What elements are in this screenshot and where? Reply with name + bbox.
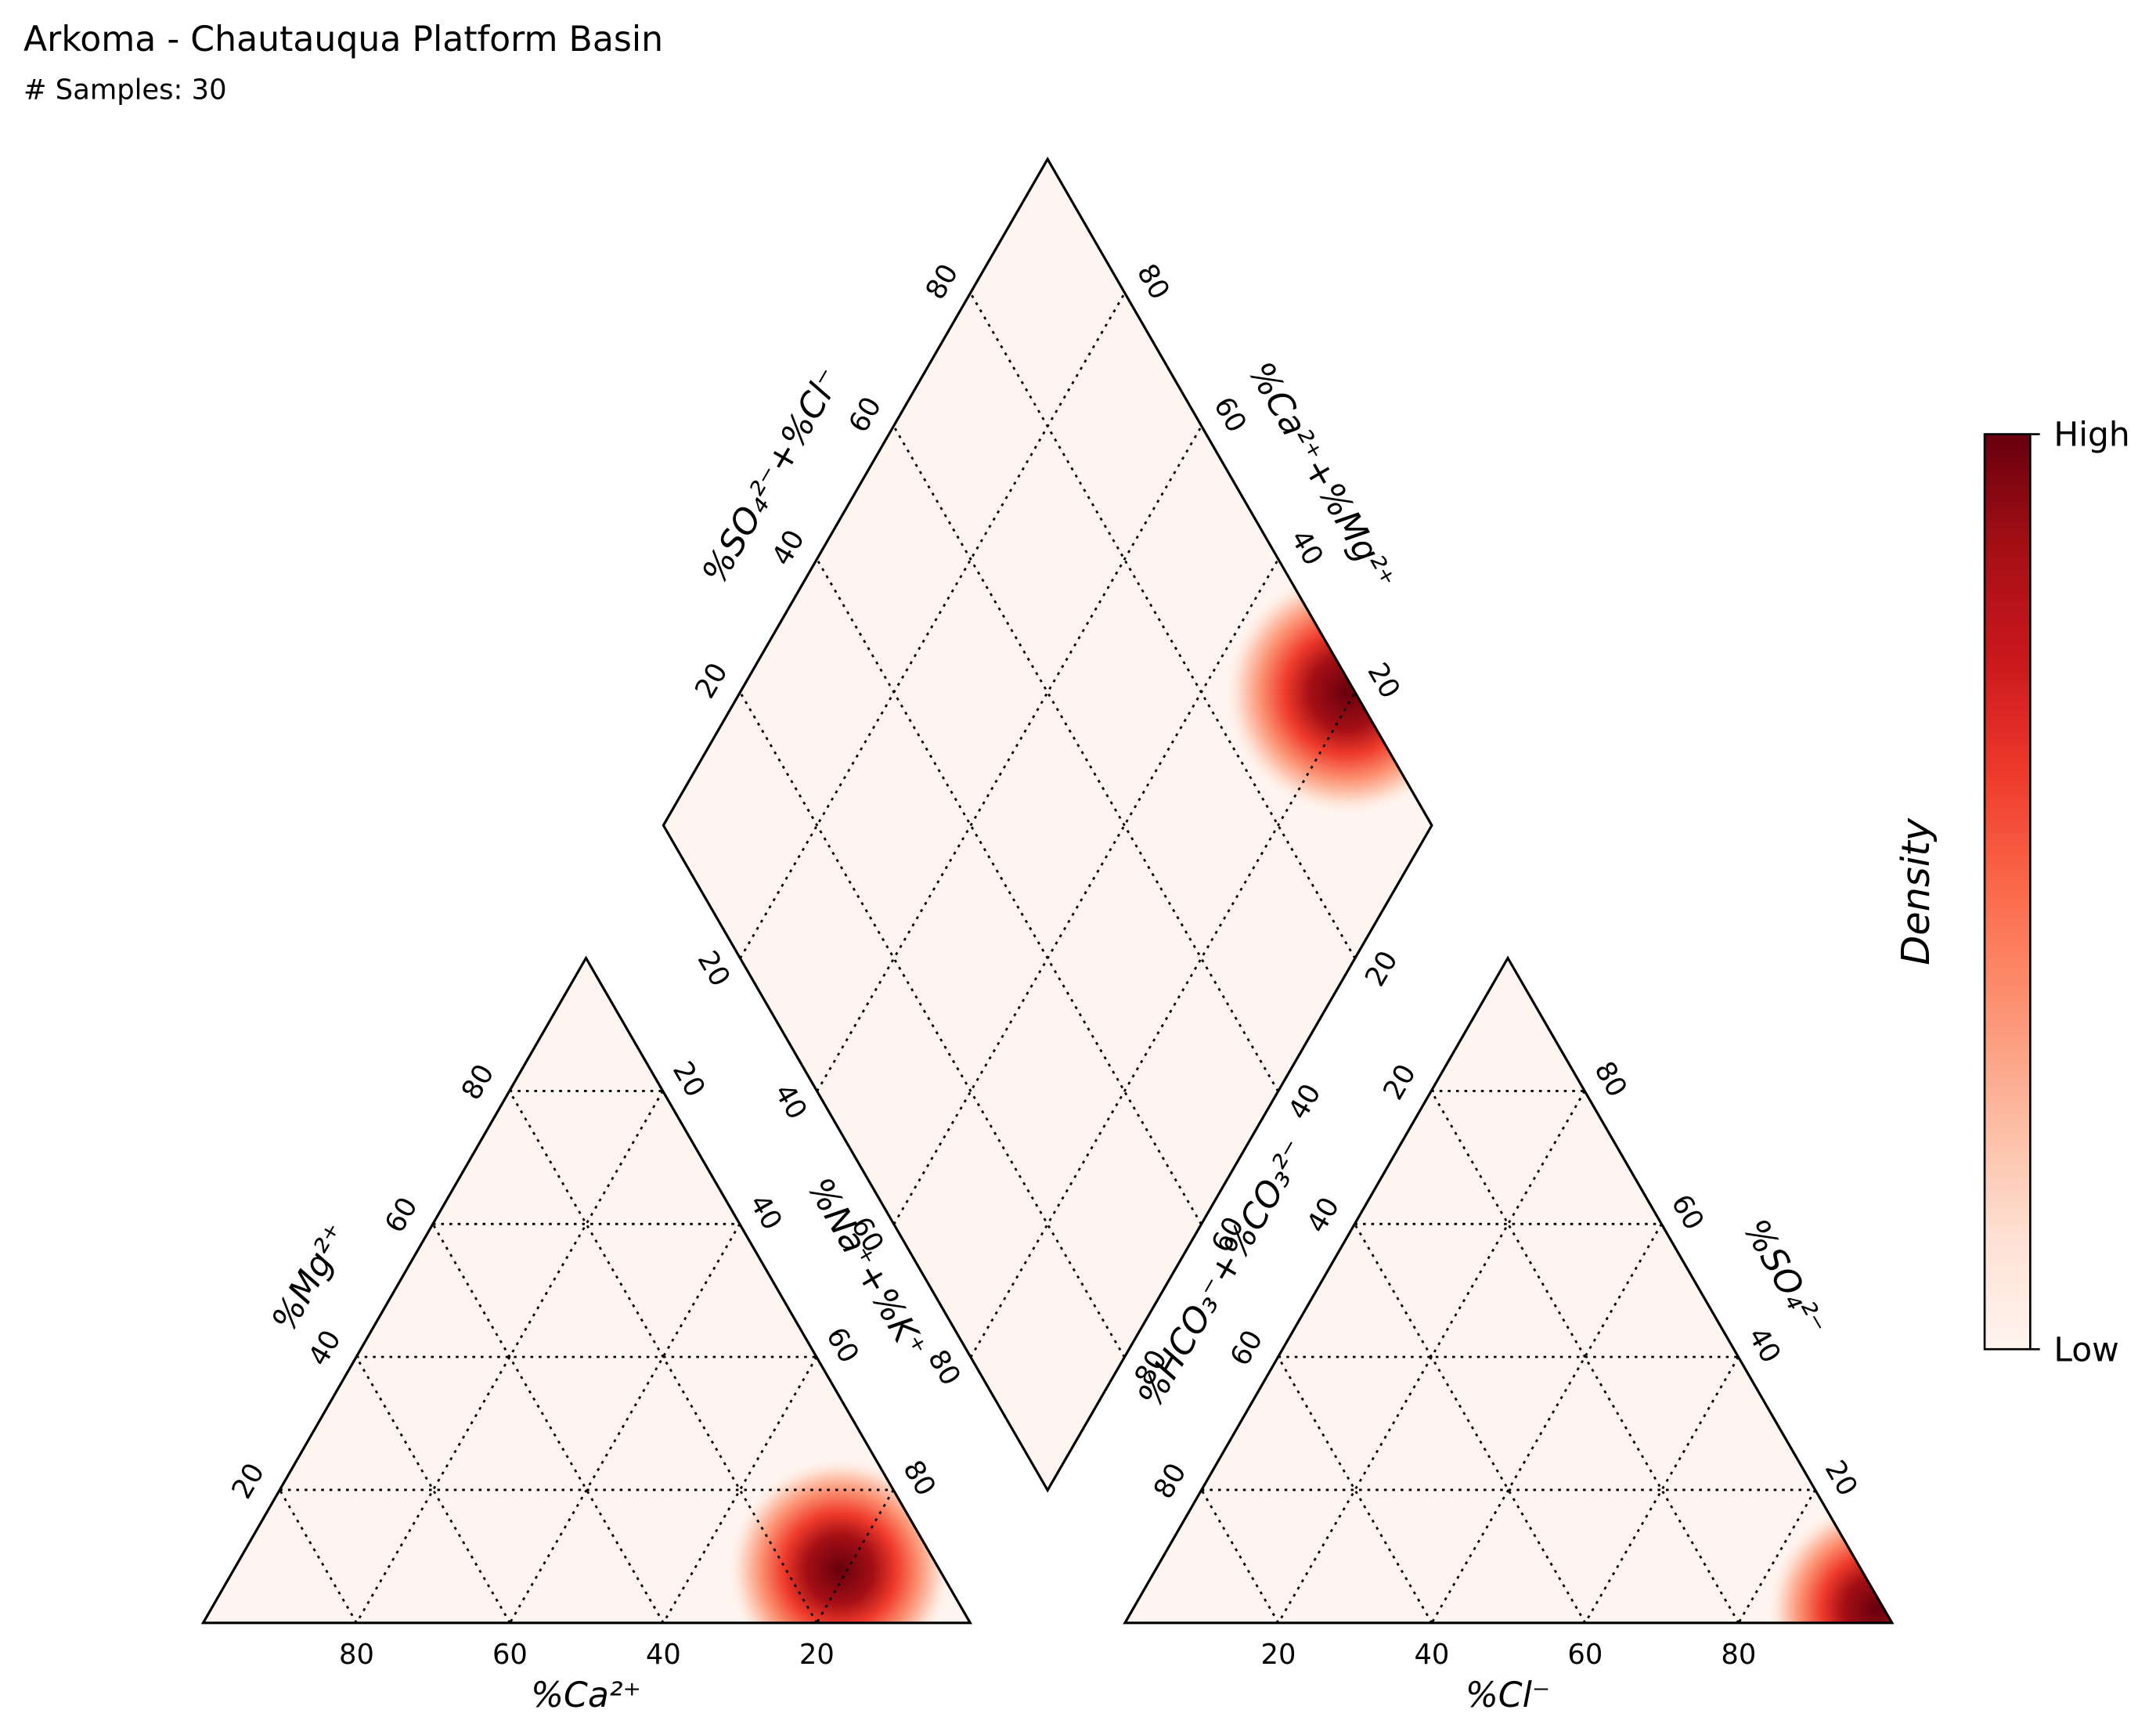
grid-line bbox=[355, 1356, 511, 1624]
axis-title: %SO₄²⁻ bbox=[1736, 1212, 1834, 1343]
tick-label: 80 bbox=[339, 1639, 374, 1671]
axis-title: %Cl⁻ bbox=[1466, 1675, 1550, 1715]
chart-title: Arkoma - Chautauqua Platform Basin bbox=[23, 20, 663, 60]
tick-label: 40 bbox=[1742, 1322, 1787, 1369]
tick-label: 40 bbox=[1282, 1078, 1328, 1124]
tick-label: 40 bbox=[646, 1639, 681, 1671]
tick-label: 60 bbox=[1207, 391, 1253, 438]
tick-label: 20 bbox=[1261, 1639, 1296, 1671]
chart-subtitle: # Samples: 30 bbox=[23, 74, 227, 106]
cation-triangle bbox=[200, 955, 973, 1625]
anion-triangle bbox=[1123, 955, 1895, 1625]
tick-label: 40 bbox=[1300, 1192, 1346, 1238]
tick-label: 80 bbox=[1130, 258, 1176, 305]
grid-line bbox=[1277, 1356, 1433, 1624]
grid-line bbox=[969, 691, 1357, 1358]
grid-line bbox=[969, 293, 1357, 959]
tick-label: 40 bbox=[766, 525, 811, 571]
tick-label: 80 bbox=[456, 1059, 501, 1105]
grid-line bbox=[431, 1223, 665, 1624]
density-peak bbox=[726, 1456, 954, 1623]
tick-label: 60 bbox=[1664, 1189, 1710, 1235]
grid-line bbox=[1430, 1223, 1663, 1624]
grid-line bbox=[739, 691, 1126, 1358]
grid-line bbox=[892, 425, 1279, 1092]
tick-label: 80 bbox=[919, 258, 964, 305]
tick-label: 80 bbox=[896, 1455, 942, 1501]
anion-background bbox=[1125, 958, 1892, 1623]
tick-label: 20 bbox=[666, 1056, 712, 1102]
colorbar-high-label: High bbox=[2053, 416, 2129, 454]
grid-line bbox=[739, 293, 1126, 959]
tick-label: 20 bbox=[1377, 1059, 1422, 1105]
tick-label: 60 bbox=[842, 391, 888, 438]
colorbar-low-label: Low bbox=[2053, 1330, 2118, 1369]
grid-line bbox=[816, 558, 1202, 1225]
tick-label: 60 bbox=[820, 1322, 865, 1369]
tick-label: 40 bbox=[1284, 525, 1329, 571]
grid-line bbox=[1584, 1356, 1740, 1624]
axis-title: %Mg²⁺ bbox=[264, 1217, 357, 1339]
tick-label: 40 bbox=[768, 1078, 813, 1124]
tick-label: 80 bbox=[921, 1344, 967, 1391]
grid-layer bbox=[279, 293, 1816, 1624]
tick-label: 40 bbox=[743, 1189, 788, 1235]
tick-label: 20 bbox=[689, 658, 734, 704]
grid-line bbox=[816, 1489, 895, 1624]
colorbar bbox=[1983, 433, 2032, 1351]
tick-label: 60 bbox=[492, 1639, 528, 1671]
axis-title: %Ca²⁺ bbox=[531, 1675, 641, 1715]
grid-line bbox=[279, 1489, 358, 1624]
grid-line bbox=[816, 425, 1202, 1092]
grid-line bbox=[662, 1356, 818, 1624]
tick-label: 20 bbox=[1359, 946, 1404, 992]
tick-label: 20 bbox=[691, 946, 737, 992]
tick-label: 80 bbox=[1721, 1639, 1756, 1671]
tick-label: 20 bbox=[1819, 1455, 1864, 1501]
grid-line bbox=[1737, 1489, 1816, 1624]
grid-line bbox=[892, 558, 1279, 1225]
tick-label: 40 bbox=[302, 1325, 348, 1371]
cation-background bbox=[203, 958, 971, 1623]
tick-label: 60 bbox=[1567, 1639, 1603, 1671]
tick-label: 60 bbox=[1224, 1325, 1270, 1371]
tick-label: 60 bbox=[379, 1192, 424, 1238]
grid-line bbox=[1354, 1223, 1587, 1624]
tick-label: 80 bbox=[1148, 1458, 1193, 1504]
density-peak bbox=[1765, 1499, 1892, 1623]
tick-label: 80 bbox=[1588, 1056, 1633, 1102]
tick-label: 20 bbox=[225, 1458, 271, 1504]
grid-line bbox=[509, 1223, 741, 1624]
diamond bbox=[662, 157, 1433, 1493]
colorbar-title: Density bbox=[1893, 817, 1938, 965]
tick-label: 40 bbox=[1414, 1639, 1449, 1671]
tick-label: 20 bbox=[1361, 658, 1406, 704]
tick-label: 20 bbox=[799, 1639, 835, 1671]
density-peak bbox=[1223, 568, 1432, 817]
grid-line bbox=[1200, 1489, 1280, 1624]
